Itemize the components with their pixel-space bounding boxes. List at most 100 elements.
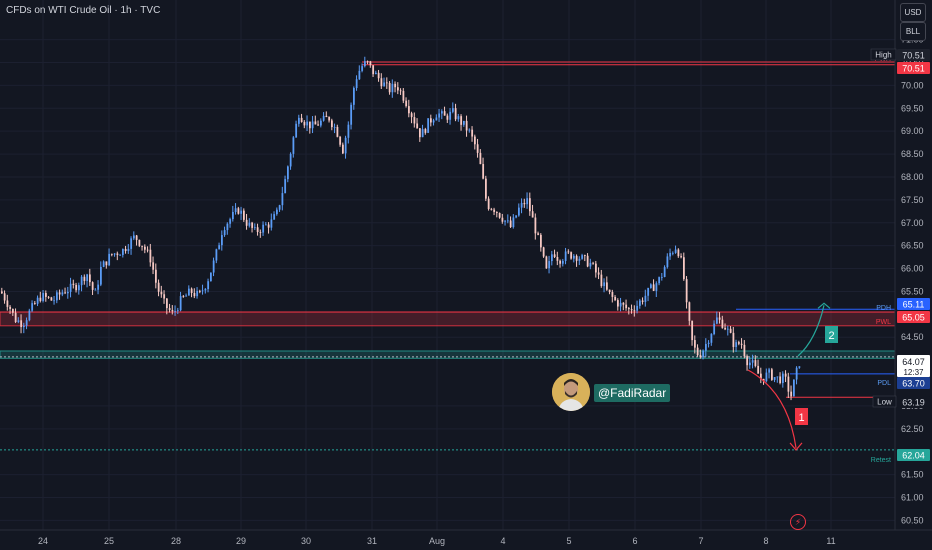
- candle-body: [383, 82, 386, 87]
- candle-body: [47, 296, 50, 298]
- candle: [644, 289, 647, 307]
- candle: [311, 116, 314, 134]
- candle-body: [251, 222, 254, 228]
- candle-body: [443, 111, 446, 116]
- candle-body: [56, 292, 58, 301]
- candle: [710, 333, 713, 346]
- candle-body: [273, 214, 276, 220]
- currency-button[interactable]: USD: [900, 3, 926, 22]
- candle-body: [463, 120, 465, 125]
- price-tick-label: 65.50: [901, 286, 924, 296]
- candle-body: [468, 129, 471, 131]
- candle-body: [377, 72, 380, 79]
- candle-body: [215, 249, 218, 261]
- candle: [443, 106, 446, 116]
- candle-body: [479, 152, 482, 165]
- price-tick-label: 69.50: [901, 103, 924, 113]
- badge-current-price: 64.07: [902, 357, 925, 367]
- candle-body: [471, 129, 474, 137]
- candle-body: [531, 211, 534, 218]
- candle: [771, 367, 773, 381]
- candle: [317, 120, 320, 126]
- unit-button[interactable]: BLL: [900, 22, 926, 41]
- candle-body: [570, 252, 573, 259]
- candle-body: [421, 129, 424, 138]
- candle: [597, 267, 600, 280]
- candle: [152, 256, 155, 275]
- time-tick-label: 30: [301, 536, 311, 546]
- candle: [6, 294, 9, 311]
- candle-body: [647, 287, 650, 296]
- candle-body: [240, 210, 243, 214]
- candle-body: [721, 319, 724, 328]
- candle: [138, 239, 141, 248]
- candle-body: [320, 120, 322, 126]
- price-tick-label: 66.00: [901, 264, 924, 274]
- candle-body: [212, 260, 215, 273]
- time-axis[interactable]: 24 25 28 29 30 31 Aug 4 5 6 7 8 11: [38, 536, 836, 546]
- candle-body: [270, 219, 273, 228]
- price-tick-label: 66.50: [901, 241, 924, 251]
- candle-body: [427, 118, 430, 133]
- low-tag: Low: [872, 395, 897, 408]
- candle: [625, 299, 628, 311]
- candle: [210, 272, 212, 282]
- candle: [344, 135, 347, 159]
- candle-body: [776, 376, 779, 378]
- candle-body: [408, 106, 410, 114]
- candle: [347, 121, 350, 144]
- candle: [556, 251, 559, 266]
- candle: [672, 251, 674, 256]
- candle: [182, 295, 185, 298]
- candle-body: [666, 256, 669, 268]
- candle-body: [322, 115, 325, 121]
- candle: [793, 379, 795, 397]
- candle-body: [97, 284, 100, 290]
- price-tick-label: 70.00: [901, 80, 924, 90]
- candle-body: [254, 227, 256, 229]
- candle-body: [218, 245, 221, 250]
- candle-body: [179, 296, 182, 311]
- resistance-zone: [0, 311, 896, 327]
- candle: [94, 288, 97, 291]
- candle: [234, 203, 237, 215]
- candle-body: [259, 231, 262, 233]
- candle: [460, 114, 463, 131]
- candle: [619, 297, 622, 312]
- candle-body: [289, 153, 292, 167]
- candle: [498, 212, 501, 219]
- candle: [669, 248, 672, 260]
- price-tick-label: 67.00: [901, 218, 924, 228]
- candle-body: [287, 166, 289, 180]
- candle: [23, 322, 25, 334]
- candle-body: [696, 347, 699, 356]
- price-levels: [0, 61, 895, 451]
- candle-body: [116, 253, 119, 256]
- candle: [655, 281, 658, 297]
- candle-body: [232, 211, 234, 220]
- badge-high-top-text: 70.51: [902, 51, 925, 61]
- candle-body: [64, 292, 67, 294]
- candle: [438, 108, 441, 122]
- candle: [64, 287, 67, 295]
- candle: [267, 222, 270, 234]
- candle-body: [157, 282, 160, 292]
- candle: [190, 287, 193, 298]
- candle-body: [663, 267, 666, 277]
- candle-body: [490, 208, 493, 210]
- flash-icon[interactable]: ⚡: [790, 514, 806, 530]
- candle: [259, 229, 262, 238]
- candle-body: [718, 317, 721, 320]
- price-tick-label: 60.50: [901, 515, 924, 525]
- candle-body: [72, 283, 75, 285]
- candle-body: [765, 372, 768, 382]
- candle: [163, 290, 166, 304]
- candle: [628, 306, 630, 315]
- candle-body: [355, 79, 358, 89]
- candle-body: [190, 288, 193, 293]
- candle: [421, 124, 424, 138]
- candle-body: [388, 82, 391, 93]
- candle: [570, 251, 573, 260]
- candle: [419, 128, 421, 142]
